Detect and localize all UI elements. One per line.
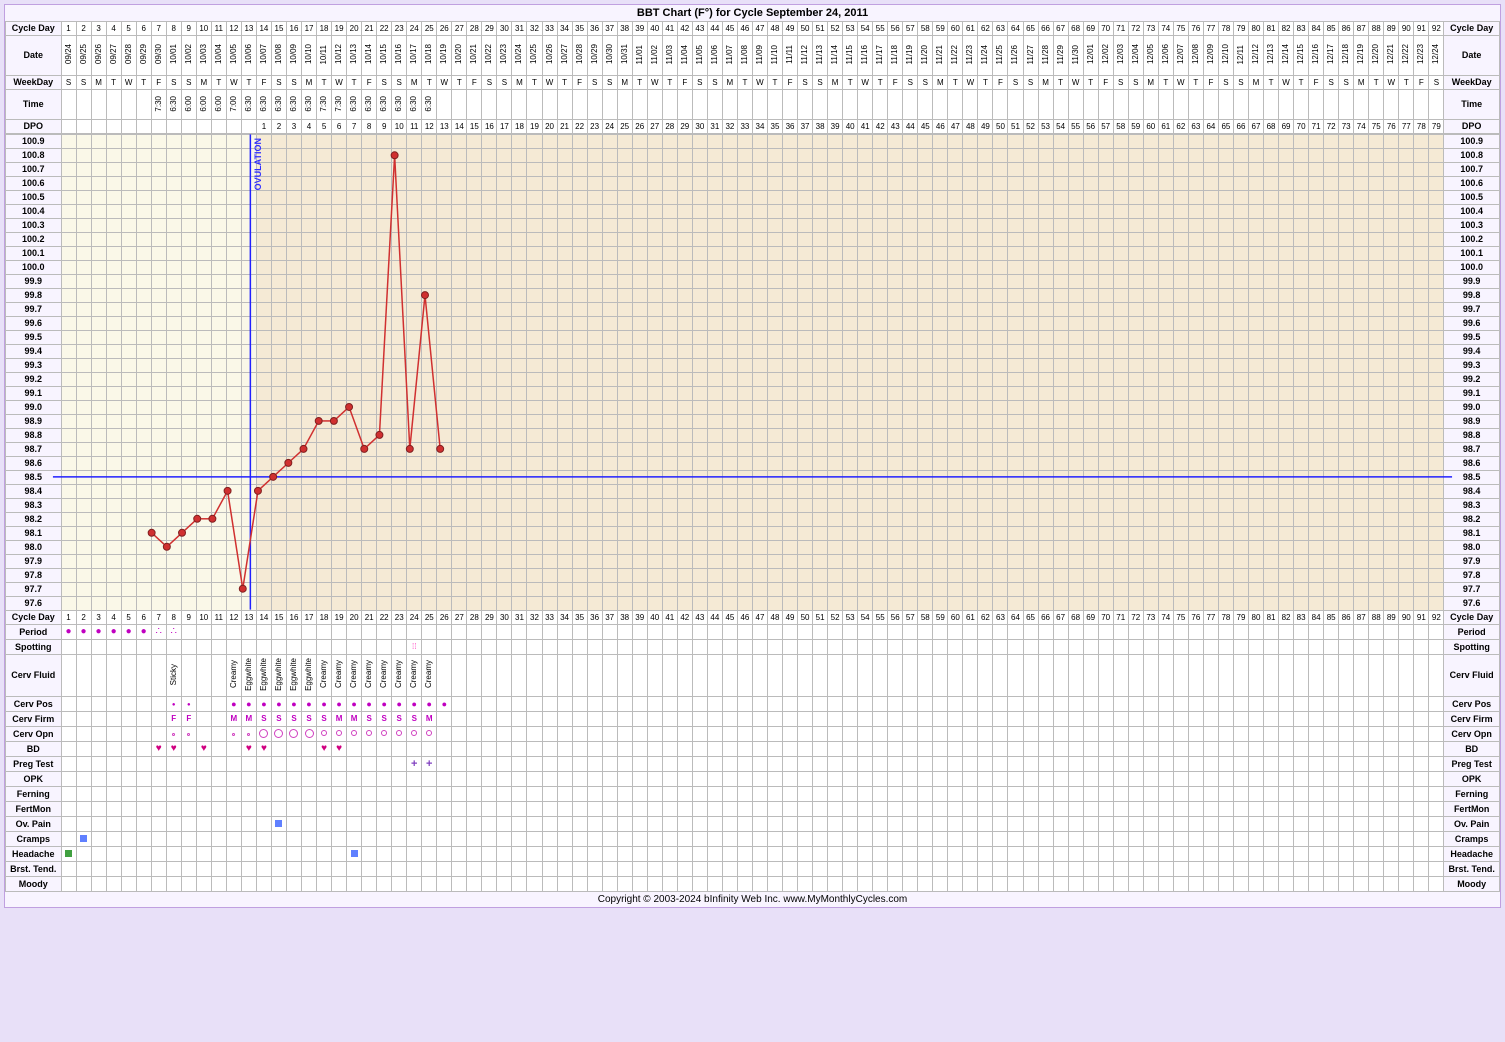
ovulation-label: OVULATION [253,138,263,190]
temperature-chart: 100.9100.9100.8100.8100.7100.7100.6100.6… [5,134,1500,610]
symptoms-table: Cycle Day1234567891011121314151617181920… [5,610,1500,892]
bbt-chart-wrapper: BBT Chart (F°) for Cycle September 24, 2… [4,4,1501,908]
footer-copyright: Copyright © 2003-2024 bInfinity Web Inc.… [5,892,1500,907]
chart-title: BBT Chart (F°) for Cycle September 24, 2… [5,5,1500,21]
header-table: Cycle Day1234567891011121314151617181920… [5,21,1500,134]
